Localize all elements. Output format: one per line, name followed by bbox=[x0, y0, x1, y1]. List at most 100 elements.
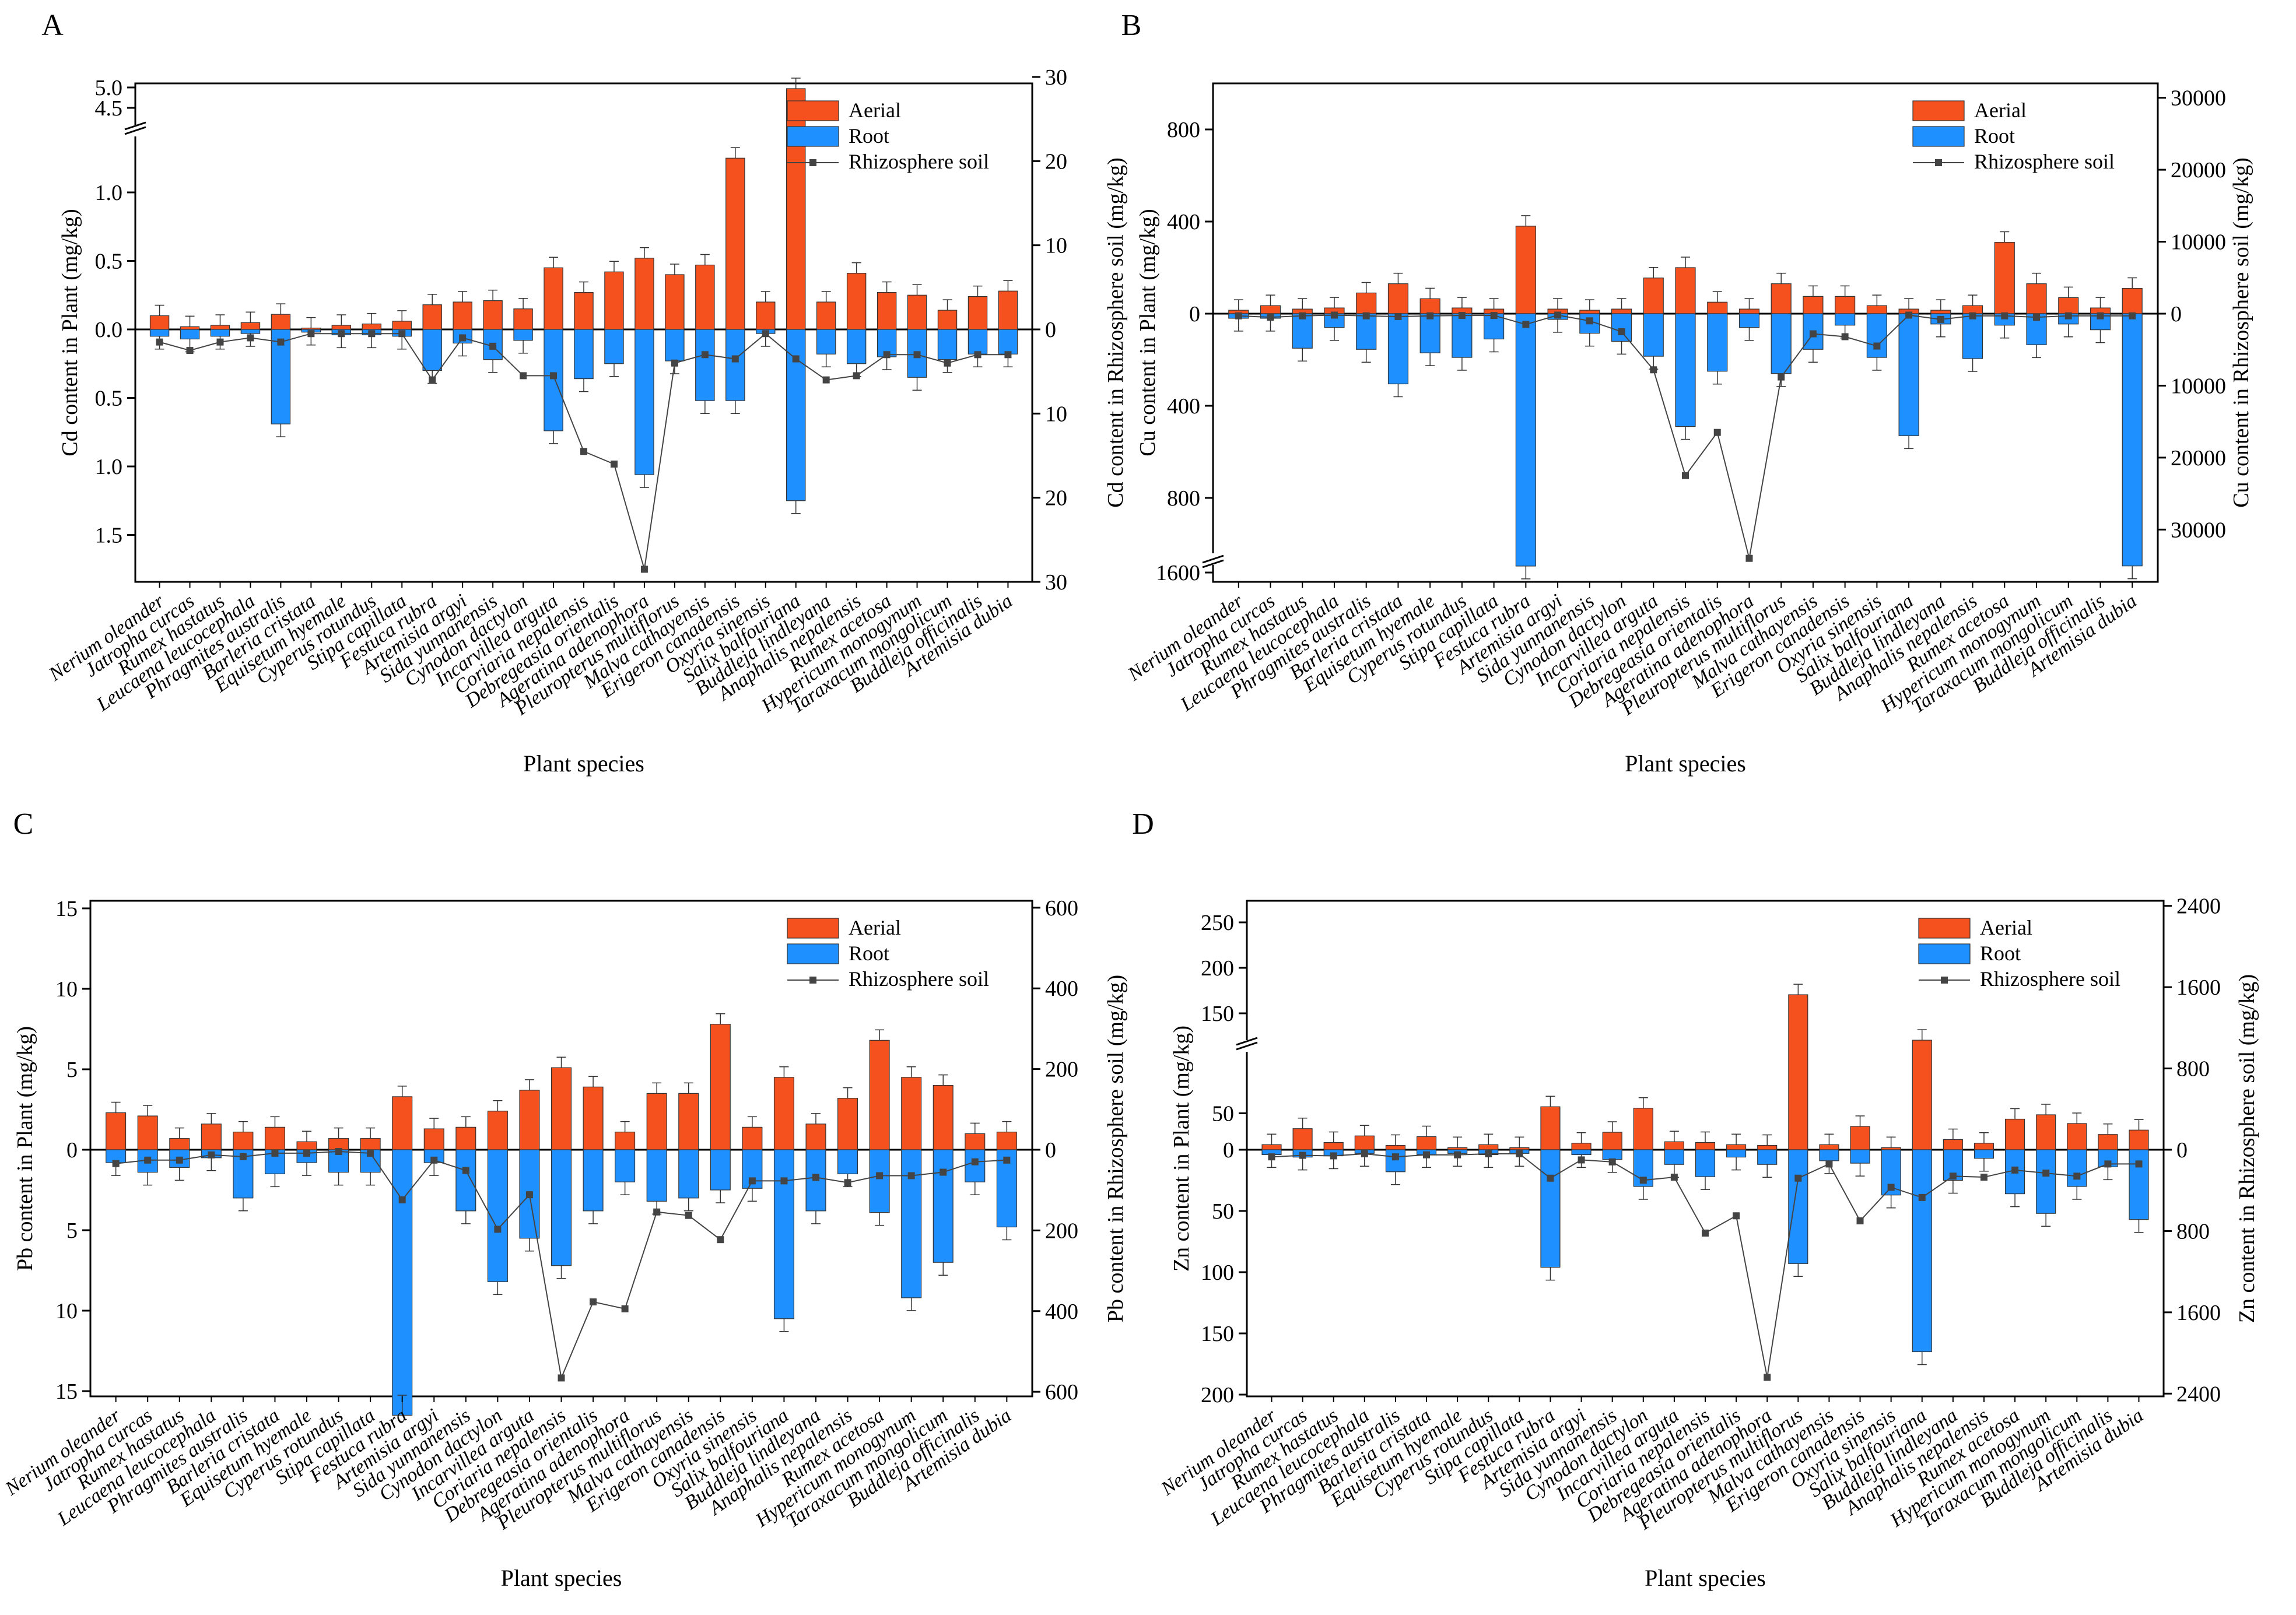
point-rhizosphere-soil bbox=[525, 1191, 533, 1199]
point-rhizosphere-soil bbox=[1268, 1153, 1275, 1161]
y-axis-title: Zn content in Plant (mg/kg) bbox=[1169, 1026, 1194, 1272]
bar-aerial bbox=[519, 1090, 540, 1150]
bar-aerial bbox=[1738, 308, 1760, 314]
point-rhizosphere-soil bbox=[1454, 1151, 1461, 1158]
bar-root bbox=[869, 1149, 890, 1213]
y-tick-label: 15 bbox=[55, 897, 78, 921]
point-rhizosphere-soil bbox=[156, 338, 163, 346]
point-rhizosphere-soil bbox=[610, 460, 618, 468]
bar-aerial bbox=[2058, 297, 2079, 314]
y-tick-label: 0.0 bbox=[95, 318, 123, 342]
bar-root bbox=[1664, 1149, 1684, 1165]
legend-label-rhizosphere-soil: Rhizosphere soil bbox=[1980, 967, 2120, 991]
y-tick-label: 100 bbox=[1201, 1261, 1234, 1285]
bar-aerial bbox=[453, 301, 472, 330]
bar-aerial bbox=[1771, 283, 1792, 314]
bar-aerial bbox=[392, 321, 412, 330]
bar-aerial bbox=[1260, 305, 1281, 314]
y2-tick-label: 600 bbox=[1045, 896, 1078, 921]
bar-aerial bbox=[1912, 1040, 1932, 1150]
bar-aerial bbox=[1602, 1132, 1622, 1150]
bar-aerial bbox=[1788, 994, 1808, 1150]
point-rhizosphere-soil bbox=[247, 334, 254, 342]
bar-root bbox=[1643, 313, 1664, 357]
bar-aerial bbox=[2129, 1129, 2149, 1150]
point-rhizosphere-soil bbox=[558, 1374, 565, 1382]
y-tick-label: 10 bbox=[55, 1299, 78, 1323]
bar-root bbox=[901, 1149, 922, 1298]
y2-tick-label: 800 bbox=[2176, 1219, 2210, 1244]
point-rhizosphere-soil bbox=[1825, 1160, 1833, 1168]
x-axis-title: Plant species bbox=[1645, 1565, 1766, 1591]
panel-label: C bbox=[13, 807, 34, 841]
legend-label-rhizosphere-soil: Rhizosphere soil bbox=[849, 150, 989, 173]
bar-aerial bbox=[574, 292, 594, 330]
point-rhizosphere-soil bbox=[1394, 313, 1402, 320]
bar-aerial bbox=[2122, 287, 2143, 314]
y2-tick-label: 20 bbox=[1045, 149, 1067, 174]
point-rhizosphere-soil bbox=[303, 1149, 311, 1157]
panel-label: A bbox=[41, 9, 64, 42]
point-rhizosphere-soil bbox=[792, 355, 800, 363]
point-rhizosphere-soil bbox=[494, 1226, 502, 1233]
bar-root bbox=[455, 1149, 476, 1212]
axis-break-mark bbox=[1202, 554, 1224, 564]
bar-aerial bbox=[1707, 301, 1728, 314]
bar-aerial bbox=[965, 1133, 986, 1150]
y2-tick-label: 2400 bbox=[2176, 1382, 2221, 1406]
bar-root bbox=[998, 329, 1018, 354]
point-rhizosphere-soil bbox=[2033, 314, 2041, 321]
bar-aerial bbox=[551, 1067, 572, 1150]
bar-aerial bbox=[483, 300, 503, 330]
point-rhizosphere-soil bbox=[844, 1179, 851, 1186]
point-rhizosphere-soil bbox=[1554, 311, 1562, 319]
y2-tick-label: 10 bbox=[1045, 402, 1067, 426]
point-rhizosphere-soil bbox=[1586, 317, 1593, 325]
point-rhizosphere-soil bbox=[580, 448, 587, 455]
legend-swatch-root bbox=[1918, 943, 1971, 964]
point-rhizosphere-soil bbox=[762, 330, 769, 338]
bar-root bbox=[1835, 313, 1856, 326]
legend-marker-soil bbox=[809, 977, 816, 984]
bar-root bbox=[1757, 1149, 1778, 1165]
legend-marker-soil bbox=[809, 159, 816, 166]
bar-root bbox=[937, 329, 958, 360]
legend-label-aerial: Aerial bbox=[1980, 916, 2032, 939]
point-rhizosphere-soil bbox=[717, 1236, 724, 1244]
point-rhizosphere-soil bbox=[367, 1149, 374, 1157]
panel-label: B bbox=[1121, 9, 1142, 42]
bar-aerial bbox=[1579, 310, 1600, 314]
y2-tick-label: 400 bbox=[1045, 1300, 1078, 1324]
bar-aerial bbox=[2098, 1134, 2118, 1150]
point-rhizosphere-soil bbox=[1969, 312, 1976, 320]
bar-root bbox=[583, 1149, 604, 1212]
bar-root bbox=[392, 1149, 413, 1416]
point-rhizosphere-soil bbox=[780, 1177, 788, 1185]
point-rhizosphere-soil bbox=[271, 1149, 279, 1157]
point-rhizosphere-soil bbox=[1361, 1150, 1368, 1157]
bar-root bbox=[2036, 1149, 2056, 1214]
point-rhizosphere-soil bbox=[144, 1156, 152, 1164]
bar-aerial bbox=[773, 1077, 794, 1150]
legend-label-aerial: Aerial bbox=[849, 916, 901, 939]
point-rhizosphere-soil bbox=[1841, 333, 1849, 340]
bar-aerial bbox=[1633, 1108, 1653, 1150]
legend-swatch-aerial bbox=[787, 918, 839, 939]
bar-aerial bbox=[1419, 298, 1440, 314]
bar-root bbox=[968, 329, 988, 354]
y-tick-label: 800 bbox=[1167, 486, 1200, 511]
legend-label-aerial: Aerial bbox=[1974, 99, 2027, 122]
point-rhizosphere-soil bbox=[1670, 1174, 1678, 1181]
bar-aerial bbox=[271, 314, 291, 330]
point-rhizosphere-soil bbox=[307, 330, 315, 338]
y-tick-label: 0.5 bbox=[95, 387, 123, 411]
bar-aerial bbox=[1540, 1106, 1561, 1150]
bar-root bbox=[678, 1149, 699, 1199]
bar-aerial bbox=[756, 301, 776, 330]
y2-axis-title: Pb content in Rhizosphere soil (mg/kg) bbox=[1103, 975, 1128, 1322]
point-rhizosphere-soil bbox=[1809, 330, 1817, 338]
axis-break-mark bbox=[1236, 1041, 1258, 1051]
point-rhizosphere-soil bbox=[883, 351, 891, 359]
legend-swatch-aerial bbox=[787, 100, 839, 121]
